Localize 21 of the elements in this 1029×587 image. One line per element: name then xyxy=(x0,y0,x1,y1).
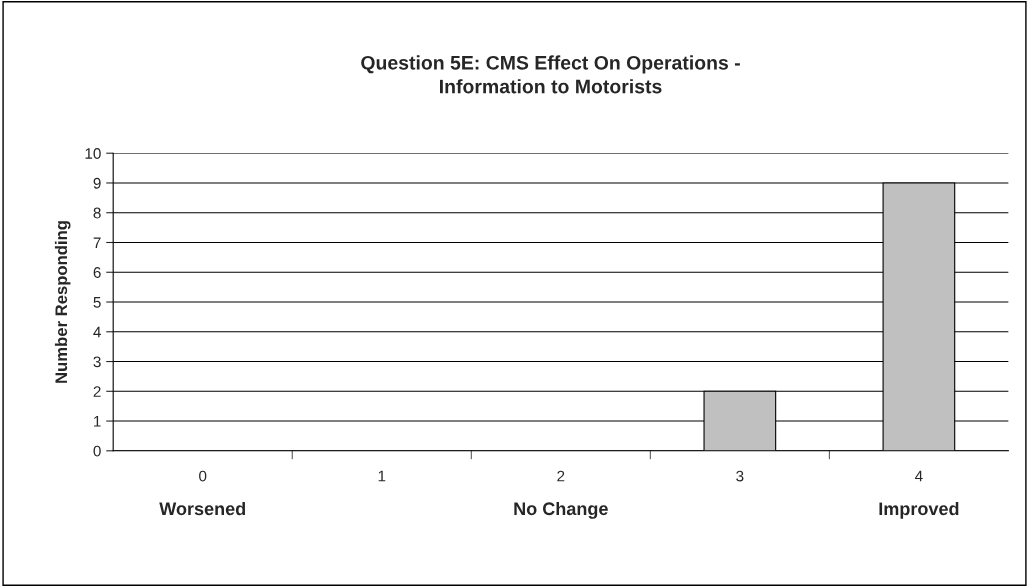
y-tick-label: 4 xyxy=(93,326,101,338)
chart-title: Question 5E: CMS Effect On Operations - Information to Motorists xyxy=(361,55,740,94)
y-tick-label: 5 xyxy=(93,297,101,308)
x-tick-label: 1 xyxy=(378,470,386,482)
x-tick-label: 0 xyxy=(199,470,207,482)
x-tick-label: 3 xyxy=(736,470,744,482)
text: Worsened xyxy=(159,501,246,516)
y-tick-label: 3 xyxy=(93,356,101,368)
x-tick-label: 4 xyxy=(915,470,923,482)
y-tick-label: 2 xyxy=(93,386,101,397)
y-tick-label: 8 xyxy=(93,207,101,219)
x-tick-label: 2 xyxy=(557,470,565,482)
text: Improved xyxy=(879,501,959,519)
y-tick-label: 9 xyxy=(93,177,101,189)
y-tick-label: 6 xyxy=(93,267,101,278)
y-tick-label: 1 xyxy=(94,416,101,427)
y-tick-label: 0 xyxy=(93,445,101,457)
y-tick-label: 7 xyxy=(93,237,101,249)
y-axis-title: Number Responding xyxy=(54,221,71,383)
y-tick-label: 10 xyxy=(85,148,101,159)
text: No Change xyxy=(514,501,608,519)
